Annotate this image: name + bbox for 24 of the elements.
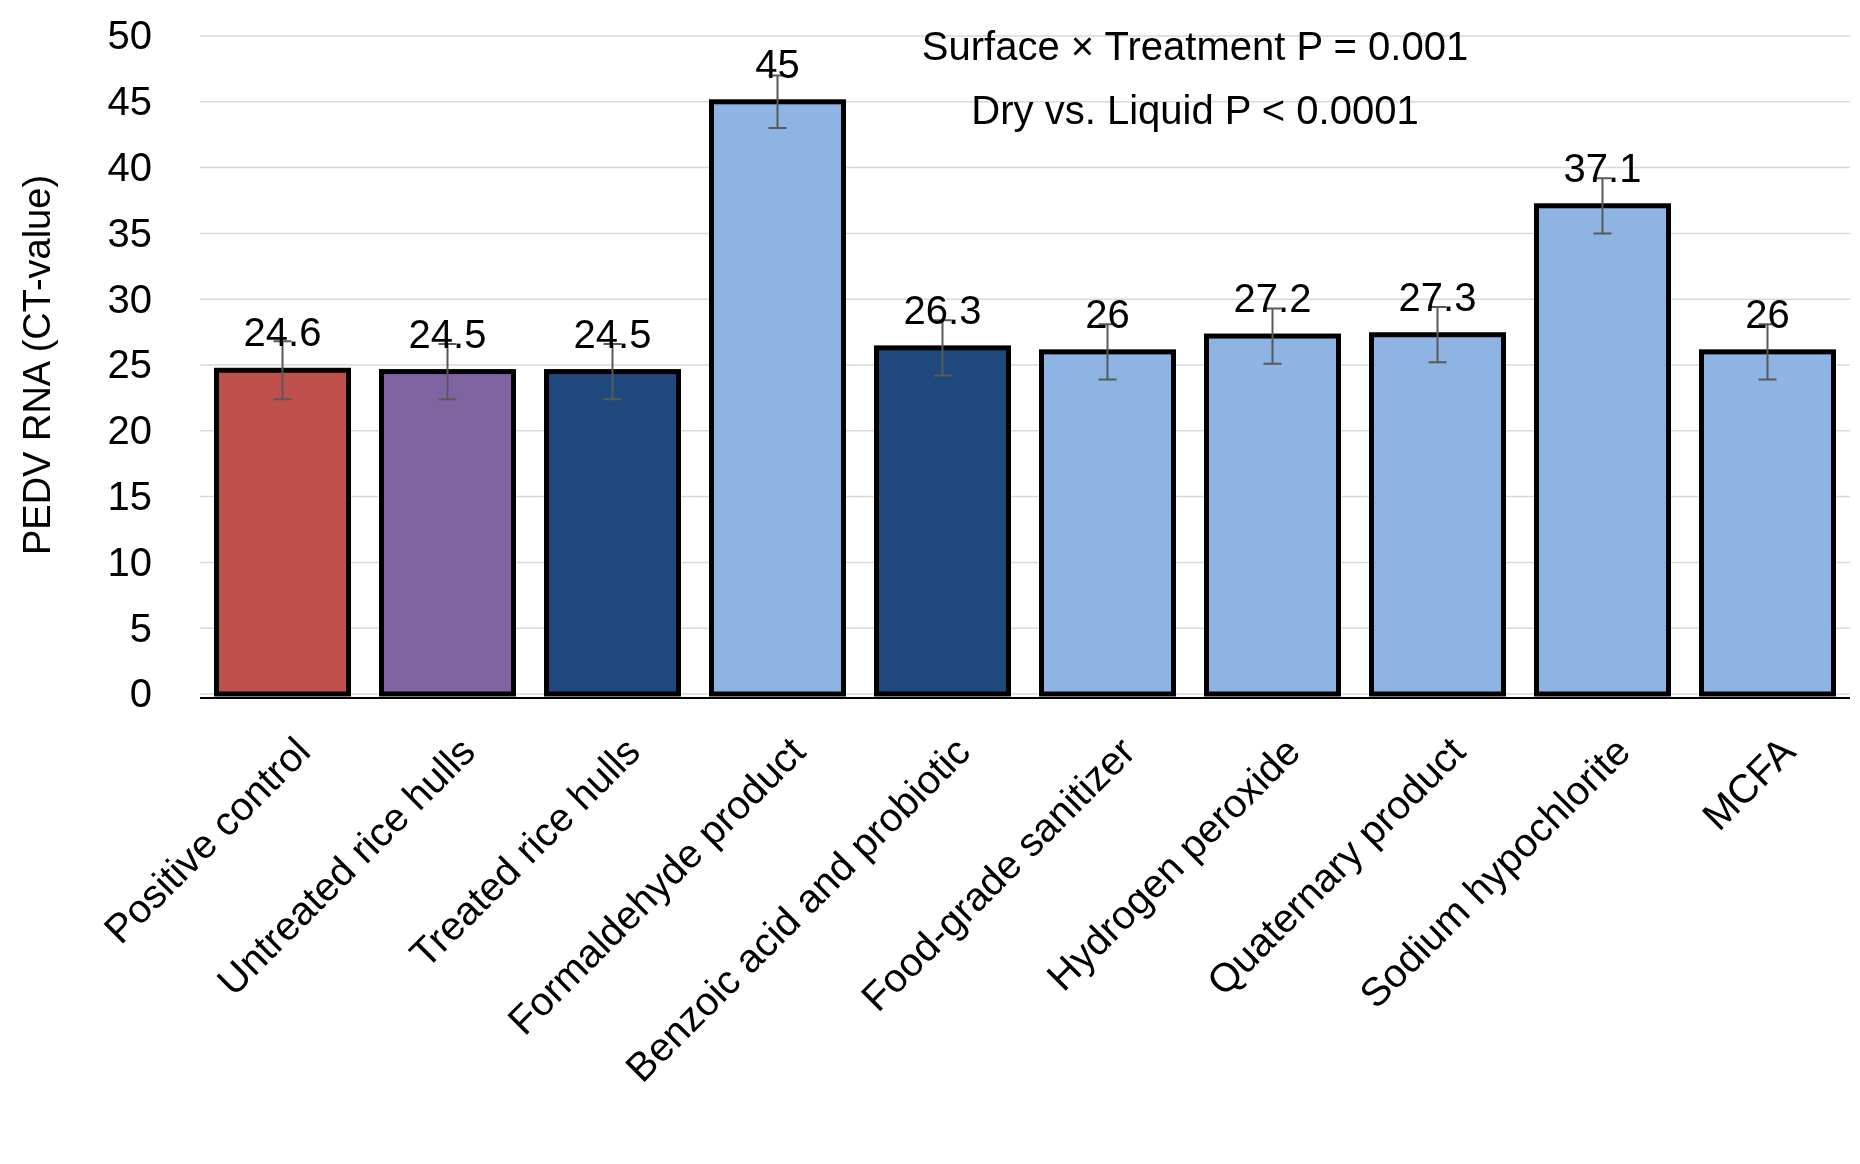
y-tick-label: 15 xyxy=(107,473,152,518)
data-label: 26.3 xyxy=(903,287,982,332)
data-label: 24.5 xyxy=(573,311,652,356)
data-label: 45 xyxy=(755,41,800,86)
y-tick-label: 5 xyxy=(129,605,152,650)
y-tick-label: 10 xyxy=(107,539,152,584)
y-tick-label: 40 xyxy=(107,144,152,189)
y-tick-label: 0 xyxy=(129,671,152,716)
data-label: 24.6 xyxy=(243,310,322,355)
annotation: Surface × Treatment P = 0.001 xyxy=(921,24,1469,68)
y-tick-label: 50 xyxy=(107,13,152,58)
y-tick-label: 35 xyxy=(107,210,152,255)
data-label: 27.2 xyxy=(1233,276,1312,321)
y-tick-label: 25 xyxy=(107,342,152,387)
y-tick-label: 45 xyxy=(107,79,152,124)
y-axis-title: PEDV RNA (CT-value) xyxy=(16,174,58,556)
data-label: 24.5 xyxy=(408,311,487,356)
annotation: Dry vs. Liquid P < 0.0001 xyxy=(971,88,1419,132)
data-label: 26 xyxy=(1085,291,1130,336)
y-tick-label: 30 xyxy=(107,276,152,321)
y-tick-label: 20 xyxy=(107,408,152,453)
data-label: 27.3 xyxy=(1398,274,1477,319)
data-label: 26 xyxy=(1745,291,1790,336)
data-label: 37.1 xyxy=(1563,145,1642,190)
